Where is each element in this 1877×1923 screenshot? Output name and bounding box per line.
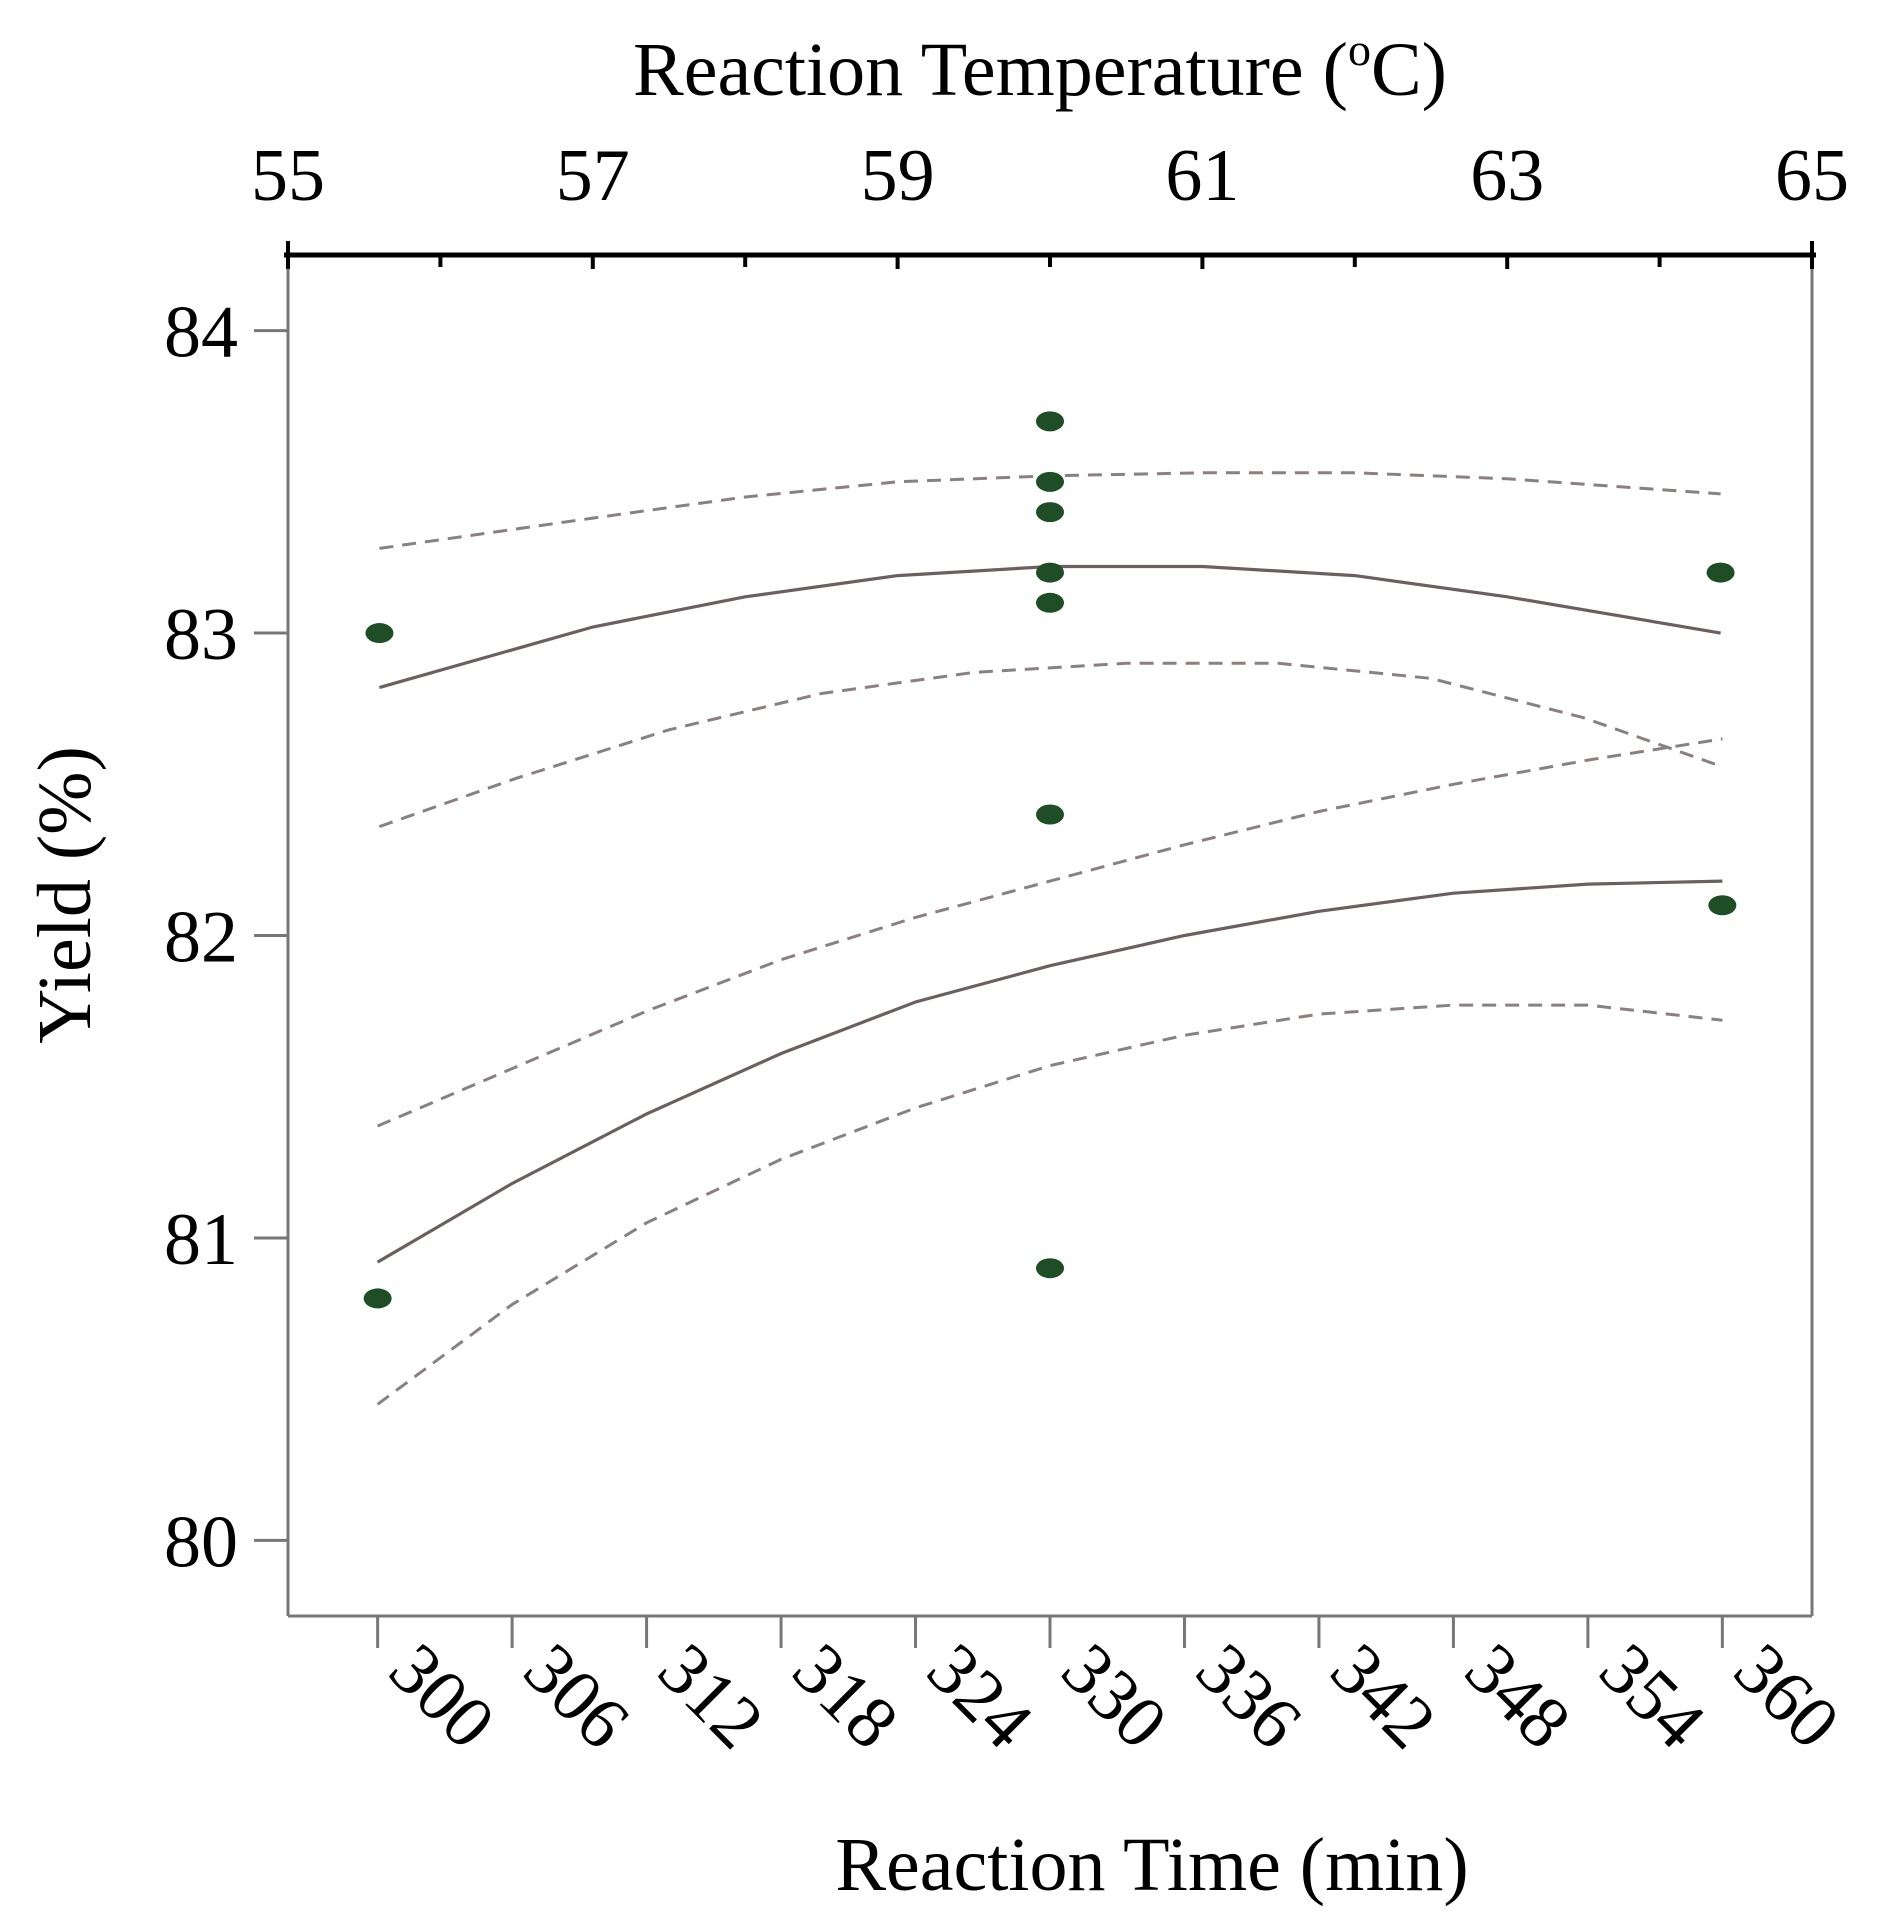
temperature-data-point — [1036, 804, 1064, 825]
temperature-data-point — [1036, 471, 1064, 492]
y-tick-label: 80 — [164, 1501, 238, 1583]
temperature-data-point — [1706, 562, 1735, 583]
temperature-data-point — [1036, 592, 1064, 613]
time-fit-line — [376, 879, 1723, 1264]
y-tick-label: 82 — [164, 897, 238, 979]
temperature-data-point — [1036, 502, 1064, 523]
temperature-data-point — [1036, 411, 1064, 432]
top-tick-label: 65 — [1775, 135, 1849, 217]
bottom-tick-label: 324 — [912, 1628, 1048, 1764]
top-tick-label: 61 — [1165, 135, 1239, 217]
bottom-axis-title: Reaction Time (min) — [835, 1823, 1468, 1907]
y-tick-label: 84 — [164, 292, 238, 374]
temperature-data-point — [365, 623, 394, 644]
temperature-data-point — [1036, 562, 1064, 583]
top-axis-title: Reaction Temperature (oC) — [633, 24, 1447, 112]
bottom-tick-label: 312 — [643, 1628, 779, 1764]
bottom-tick-label: 336 — [1180, 1628, 1316, 1764]
time-data-point — [1708, 895, 1737, 916]
time-lower-ci-line — [376, 1003, 1723, 1406]
bottom-tick-label: 300 — [374, 1628, 510, 1764]
y-tick-label: 83 — [164, 594, 238, 676]
top-tick-label: 63 — [1470, 135, 1544, 217]
y-axis-title: Yield (%) — [23, 746, 107, 1044]
top-tick-label: 55 — [251, 135, 325, 217]
time-upper-ci-line — [377, 737, 1723, 1128]
top-tick-label: 57 — [556, 135, 630, 217]
bottom-tick-label: 306 — [508, 1628, 644, 1764]
top-tick-label: 59 — [861, 135, 935, 217]
temperature-lower-ci-line — [378, 661, 1722, 829]
bottom-tick-label: 330 — [1046, 1628, 1182, 1764]
bottom-tick-label: 318 — [777, 1628, 913, 1764]
time-data-point — [1036, 1258, 1064, 1279]
y-tick-label: 81 — [164, 1199, 238, 1281]
bottom-tick-label: 360 — [1718, 1628, 1854, 1764]
bottom-tick-label: 354 — [1584, 1628, 1720, 1764]
time-data-point — [363, 1288, 392, 1309]
bottom-tick-label: 348 — [1449, 1628, 1585, 1764]
bottom-tick-label: 342 — [1315, 1628, 1451, 1764]
